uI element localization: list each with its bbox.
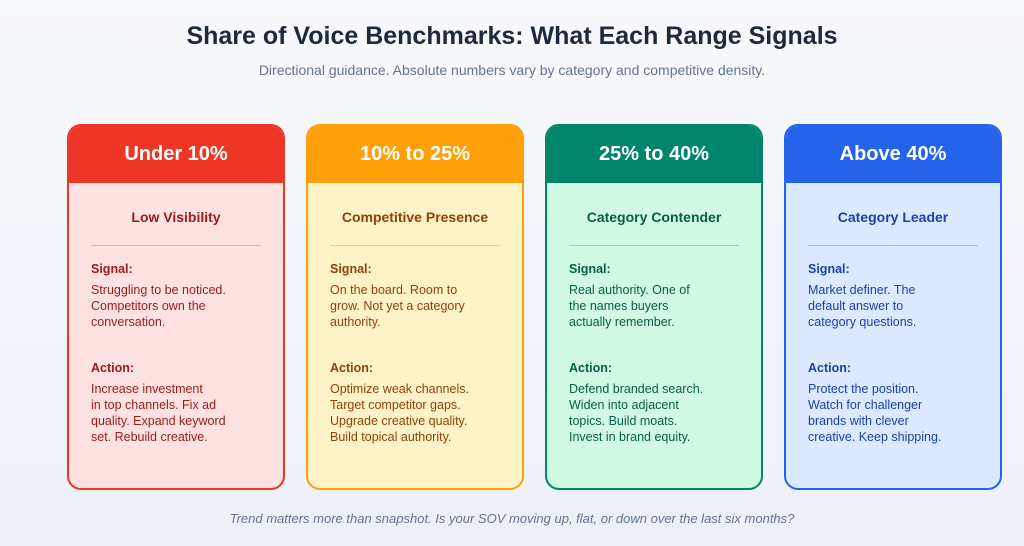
- divider: [808, 245, 978, 246]
- action-label: Action:: [330, 361, 374, 375]
- signal-line: conversation.: [91, 315, 166, 329]
- card-range-header: 10% to 25%: [308, 126, 522, 183]
- signal-label: Signal:: [91, 262, 133, 276]
- divider: [330, 245, 500, 246]
- page-title: Share of Voice Benchmarks: What Each Ran…: [186, 22, 838, 50]
- card-tier-name: Category Leader: [837, 209, 949, 225]
- action-line: Widen into adjacent: [569, 398, 679, 412]
- action-line: Target competitor gaps.: [330, 398, 461, 412]
- signal-text: On the board. Room to grow. Not yet a cat…: [330, 282, 522, 330]
- action-text: Defend branded search. Widen into adjacen…: [569, 381, 761, 445]
- action-label: Action:: [808, 361, 852, 375]
- benchmark-card: Above 40% Category Leader Signal: Market…: [784, 124, 1002, 490]
- signal-text: Struggling to be noticed. Competitors own…: [91, 282, 283, 330]
- benchmark-card: Under 10% Low Visibility Signal: Struggl…: [67, 124, 285, 490]
- signal-line: grow. Not yet a category: [330, 299, 465, 313]
- action-text: Optimize weak channels. Target competitor…: [330, 381, 522, 445]
- footer-note: Trend matters more than snapshot. Is you…: [229, 511, 795, 526]
- signal-line: authority.: [330, 315, 381, 329]
- signal-line: default answer to: [808, 299, 904, 313]
- action-label: Action:: [569, 361, 613, 375]
- action-line: Protect the position.: [808, 382, 919, 396]
- benchmark-card: 25% to 40% Category Contender Signal: Re…: [545, 124, 763, 490]
- signal-text: Real authority. One of the names buyers ac…: [569, 282, 761, 330]
- benchmark-card: 10% to 25% Competitive Presence Signal: …: [306, 124, 524, 490]
- signal-text: Market definer. The default answer to cate…: [808, 282, 1000, 330]
- signal-label: Signal:: [808, 262, 850, 276]
- action-line: creative. Keep shipping.: [808, 430, 942, 444]
- signal-line: Struggling to be noticed.: [91, 283, 226, 297]
- signal-line: category questions.: [808, 315, 917, 329]
- signal-line: Competitors own the: [91, 299, 206, 313]
- action-line: Optimize weak channels.: [330, 382, 469, 396]
- signal-label: Signal:: [330, 262, 372, 276]
- card-range-header: Under 10%: [69, 126, 283, 183]
- action-line: Build topical authority.: [330, 430, 452, 444]
- action-line: topics. Build moats.: [569, 414, 678, 428]
- action-line: quality. Expand keyword: [91, 414, 226, 428]
- card-tier-name: Low Visibility: [131, 209, 221, 225]
- action-line: Invest in brand equity.: [569, 430, 691, 444]
- action-line: Watch for challenger: [808, 398, 923, 412]
- signal-label: Signal:: [569, 262, 611, 276]
- action-text: Protect the position. Watch for challenge…: [808, 381, 1000, 445]
- signal-line: On the board. Room to: [330, 283, 458, 297]
- card-tier-name: Competitive Presence: [341, 209, 489, 225]
- signal-line: the names buyers: [569, 299, 669, 313]
- page-subtitle: Directional guidance. Absolute numbers v…: [258, 62, 766, 78]
- card-tier-name: Category Contender: [586, 209, 722, 225]
- action-line: set. Rebuild creative.: [91, 430, 208, 444]
- action-line: Increase investment: [91, 382, 203, 396]
- signal-line: Real authority. One of: [569, 283, 690, 297]
- action-label: Action:: [91, 361, 135, 375]
- action-line: Defend branded search.: [569, 382, 704, 396]
- action-line: Upgrade creative quality.: [330, 414, 468, 428]
- signal-line: Market definer. The: [808, 283, 916, 297]
- card-range-header: 25% to 40%: [547, 126, 761, 183]
- card-range-header: Above 40%: [786, 126, 1000, 183]
- action-line: brands with clever: [808, 414, 909, 428]
- divider: [91, 245, 261, 246]
- action-line: in top channels. Fix ad: [91, 398, 217, 412]
- divider: [569, 245, 739, 246]
- action-text: Increase investment in top channels. Fix …: [91, 381, 283, 445]
- signal-line: actually remember.: [569, 315, 675, 329]
